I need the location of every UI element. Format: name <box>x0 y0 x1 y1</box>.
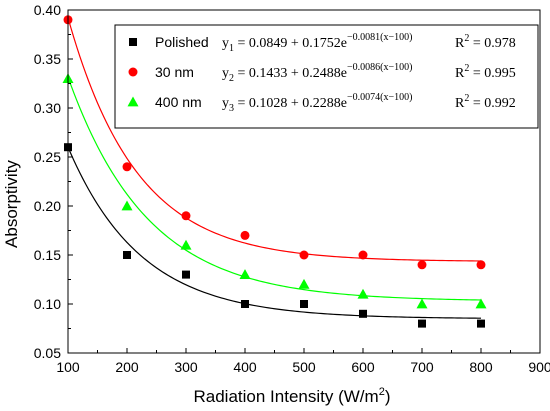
data-point-400-nm <box>121 200 133 211</box>
x-tick-label: 900 <box>528 359 550 375</box>
data-point-polished <box>241 300 249 308</box>
x-tick-label: 100 <box>56 359 80 375</box>
y-tick-label: 0.05 <box>34 345 61 361</box>
y-tick-label: 0.20 <box>34 198 61 214</box>
legend-label-30-nm: 30 nm <box>155 64 194 80</box>
x-tick-label: 500 <box>292 359 316 375</box>
legend-marker-400-nm <box>127 96 139 107</box>
legend-equation-400-nm: y3 = 0.1028 + 0.2288e−0.0074(x−100) <box>222 92 412 114</box>
fit-curve-30-nm <box>67 17 482 262</box>
fit-curve-polished <box>67 146 482 319</box>
legend-equation-30-nm: y2 = 0.1433 + 0.2488e−0.0086(x−100) <box>222 62 412 84</box>
data-point-400-nm <box>416 298 428 309</box>
y-tick-label: 0.40 <box>34 2 61 18</box>
data-point-polished <box>300 300 308 308</box>
data-point-400-nm <box>180 239 192 250</box>
y-axis-label: Absorptivity <box>2 160 21 248</box>
data-point-30-nm <box>417 260 427 270</box>
x-axis-label-sup: 2 <box>379 386 385 398</box>
fit-curves <box>67 17 482 319</box>
data-point-30-nm <box>181 211 191 221</box>
data-point-30-nm <box>476 260 486 270</box>
y-tick-label: 0.30 <box>34 100 61 116</box>
x-axis-label-main: Radiation Intensity (W/m <box>194 387 379 406</box>
data-point-30-nm <box>358 250 368 260</box>
y-tick-label: 0.15 <box>34 247 61 263</box>
data-point-30-nm <box>299 250 309 260</box>
data-point-400-nm <box>357 288 369 299</box>
x-tick-label: 700 <box>410 359 434 375</box>
x-tick-label: 600 <box>351 359 375 375</box>
legend-r2-polished: R2 = 0.978 <box>455 33 516 51</box>
legend-r2-400-nm: R2 = 0.992 <box>455 93 516 111</box>
data-point-400-nm <box>298 278 310 289</box>
legend-label-polished: Polished <box>155 34 209 50</box>
x-axis-label: Radiation Intensity (W/m2) <box>194 386 391 406</box>
x-tick-label: 800 <box>469 359 493 375</box>
fit-curve-400-nm <box>67 76 482 301</box>
data-points <box>62 15 487 328</box>
data-point-polished <box>359 309 367 318</box>
y-tick-label: 0.35 <box>34 51 61 67</box>
legend-marker-30-nm <box>128 67 138 77</box>
y-tick-label: 0.25 <box>34 149 61 165</box>
data-point-polished <box>477 319 485 328</box>
data-point-polished <box>182 270 190 279</box>
data-point-polished <box>418 319 426 328</box>
legend-equation-polished: y1 = 0.0849 + 0.1752e−0.0081(x−100) <box>222 32 412 54</box>
legend-box <box>114 24 539 129</box>
data-point-400-nm <box>239 269 251 279</box>
legend-marker-polished <box>129 38 137 46</box>
legend-label-400-nm: 400 nm <box>155 94 202 110</box>
x-tick-label: 200 <box>115 359 139 375</box>
data-point-polished <box>123 251 131 259</box>
x-axis-label-tail: ) <box>385 387 391 406</box>
x-tick-label: 300 <box>174 359 198 375</box>
data-point-400-nm <box>475 298 487 309</box>
data-point-30-nm <box>122 162 132 172</box>
legend: Polished y1 = 0.0849 + 0.1752e−0.0081(x−1… <box>114 24 539 129</box>
legend-r2-30-nm: R2 = 0.995 <box>455 63 516 81</box>
data-point-30-nm <box>240 230 250 240</box>
x-tick-label: 400 <box>233 359 257 375</box>
axes: 100 200 300 400 500 600 700 800 900 0.05 0.10 0.15 0… <box>34 2 550 375</box>
y-tick-label: 0.10 <box>34 296 61 312</box>
